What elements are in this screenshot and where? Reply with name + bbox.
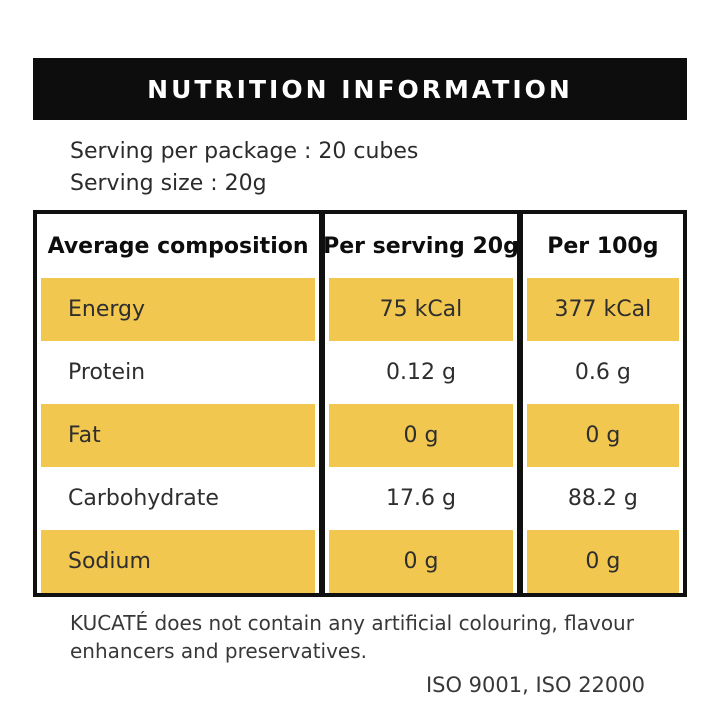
table-cell-sodium-label: Sodium bbox=[37, 530, 326, 593]
row-label: Protein bbox=[68, 360, 146, 385]
disclaimer-text: KUCATÉ does not contain any artificial c… bbox=[70, 611, 634, 663]
row-label: Energy bbox=[68, 297, 146, 322]
serving-info: Serving per package : 20 cubes Serving s… bbox=[33, 136, 687, 200]
row-value: 377 kCal bbox=[554, 297, 652, 322]
table-cell-fat-per-100g: 0 g bbox=[522, 404, 683, 467]
table-cell-protein-per-serving: 0.12 g bbox=[325, 341, 523, 404]
serving-per-package: Serving per package : 20 cubes bbox=[70, 139, 419, 164]
table-cell-energy-label: Energy bbox=[37, 278, 326, 341]
table-cell-fat-per-serving: 0 g bbox=[325, 404, 523, 467]
table-cell-carbohydrate-per-100g: 88.2 g bbox=[522, 467, 683, 530]
row-value: 88.2 g bbox=[567, 486, 638, 511]
row-value: 0.12 g bbox=[385, 360, 456, 385]
row-value: 17.6 g bbox=[385, 486, 456, 511]
column-header-per-100g: Per 100g bbox=[522, 214, 683, 278]
row-value: 0.6 g bbox=[574, 360, 631, 385]
row-value: 0 g bbox=[403, 423, 439, 448]
footer: KUCATÉ does not contain any artificial c… bbox=[33, 609, 687, 697]
iso-certifications: ISO 9001, ISO 22000 bbox=[425, 673, 645, 697]
row-value: 0 g bbox=[585, 549, 621, 574]
row-label: Fat bbox=[68, 423, 101, 448]
column-header-average-composition: Average composition bbox=[37, 214, 326, 278]
table-cell-fat-label: Fat bbox=[37, 404, 326, 467]
column-header-label: Per serving 20g bbox=[323, 233, 519, 259]
table-cell-protein-label: Protein bbox=[37, 341, 326, 404]
row-value: 0 g bbox=[403, 549, 439, 574]
column-header-label: Per 100g bbox=[547, 233, 659, 259]
table-cell-energy-per-serving: 75 kCal bbox=[325, 278, 523, 341]
table-cell-sodium-per-serving: 0 g bbox=[325, 530, 523, 593]
column-header-label: Average composition bbox=[47, 233, 309, 259]
nutrition-table: Average composition Per serving 20g Per … bbox=[33, 210, 687, 597]
table-cell-energy-per-100g: 377 kCal bbox=[522, 278, 683, 341]
table-cell-carbohydrate-per-serving: 17.6 g bbox=[325, 467, 523, 530]
row-value: 75 kCal bbox=[379, 297, 463, 322]
table-cell-carbohydrate-label: Carbohydrate bbox=[37, 467, 326, 530]
row-value: 0 g bbox=[585, 423, 621, 448]
row-label: Carbohydrate bbox=[68, 486, 219, 511]
table-cell-protein-per-100g: 0.6 g bbox=[522, 341, 683, 404]
serving-size: Serving size : 20g bbox=[70, 171, 267, 196]
column-header-per-serving: Per serving 20g bbox=[323, 214, 523, 278]
table-cell-sodium-per-100g: 0 g bbox=[522, 530, 683, 593]
row-label: Sodium bbox=[68, 549, 151, 574]
title-bar: NUTRITION INFORMATION bbox=[33, 58, 687, 120]
page-title: NUTRITION INFORMATION bbox=[147, 74, 573, 104]
